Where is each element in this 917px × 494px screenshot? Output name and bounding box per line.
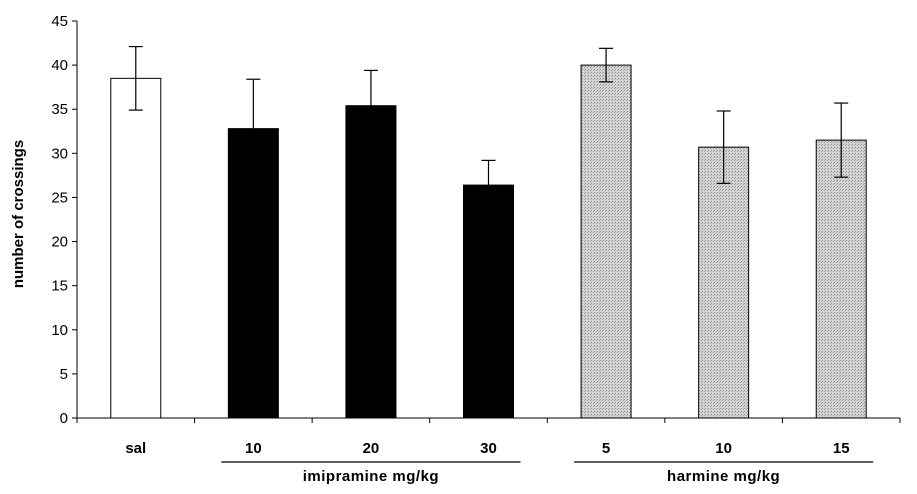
bar xyxy=(345,105,397,419)
plot-area: 0 5 10 15 20 25 30 35 40 45 sal 10 20 30 5 10 15 imiprami… xyxy=(51,13,901,485)
x-category-label: 10 xyxy=(715,440,732,457)
x-category-label: sal xyxy=(125,440,146,457)
bar xyxy=(698,146,750,419)
y-tick-label: 10 xyxy=(51,322,68,339)
y-tick-label: 30 xyxy=(51,145,68,162)
y-tick-label: 5 xyxy=(60,366,68,383)
x-category-label: 30 xyxy=(480,440,497,457)
x-category-label: 20 xyxy=(363,440,380,457)
y-tick-label: 0 xyxy=(60,410,68,427)
bar xyxy=(580,64,632,419)
bar xyxy=(463,184,514,419)
y-tick-label: 25 xyxy=(51,189,68,206)
x-category-label: 5 xyxy=(602,440,610,457)
y-tick-label: 35 xyxy=(51,101,68,118)
y-tick-label: 15 xyxy=(51,278,68,295)
x-category-label: 15 xyxy=(833,440,850,457)
y-axis-title: number of crossings xyxy=(10,140,27,288)
bar xyxy=(815,139,867,419)
group-label: imipramine mg/kg xyxy=(303,468,439,485)
x-category-label: 10 xyxy=(245,440,262,457)
group-label: harmine mg/kg xyxy=(667,468,780,485)
y-tick-label: 20 xyxy=(51,234,68,251)
bar xyxy=(110,77,162,419)
y-tick-label: 40 xyxy=(51,57,68,74)
y-tick-label: 45 xyxy=(51,13,68,30)
